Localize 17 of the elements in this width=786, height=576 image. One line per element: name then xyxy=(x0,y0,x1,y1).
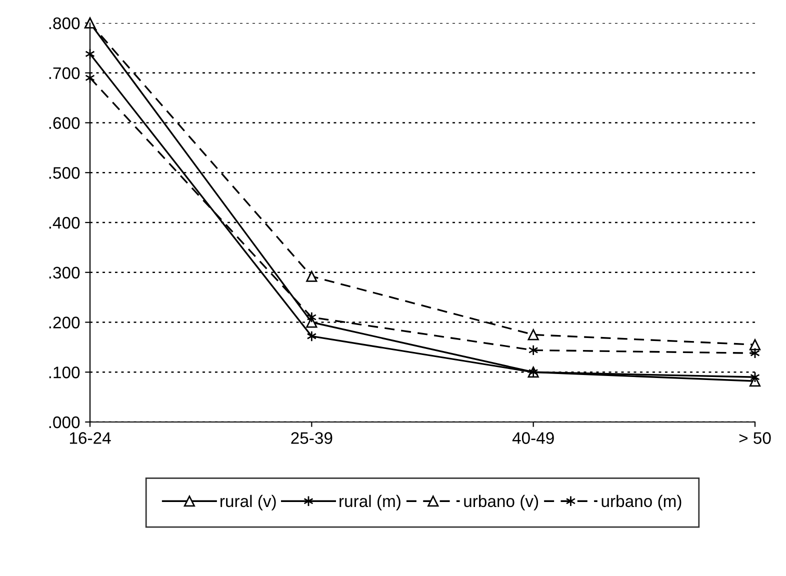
y-tick-label: .600 xyxy=(49,117,80,129)
y-tick-label: .700 xyxy=(49,67,80,80)
y-tick-label: .500 xyxy=(49,167,80,179)
x-tick-label: 16-24 xyxy=(70,432,111,444)
y-tick-label: .100 xyxy=(49,366,80,378)
y-tick-label: .300 xyxy=(49,266,80,279)
y-tick-label: .800 xyxy=(49,17,80,30)
legend-label: rural (m) xyxy=(340,494,400,510)
x-tick-label: 40-49 xyxy=(512,432,554,444)
x-tick-label: 25-39 xyxy=(291,432,332,444)
y-tick-label: .000 xyxy=(49,416,80,428)
legend-label: urbano (v) xyxy=(464,494,538,510)
y-tick-label: .200 xyxy=(49,316,80,328)
legend-label: rural (v) xyxy=(220,494,276,510)
x-tick-label: > 50 xyxy=(739,432,771,444)
legend-label: urbano (m) xyxy=(602,494,682,510)
y-tick-label: .400 xyxy=(49,216,80,229)
